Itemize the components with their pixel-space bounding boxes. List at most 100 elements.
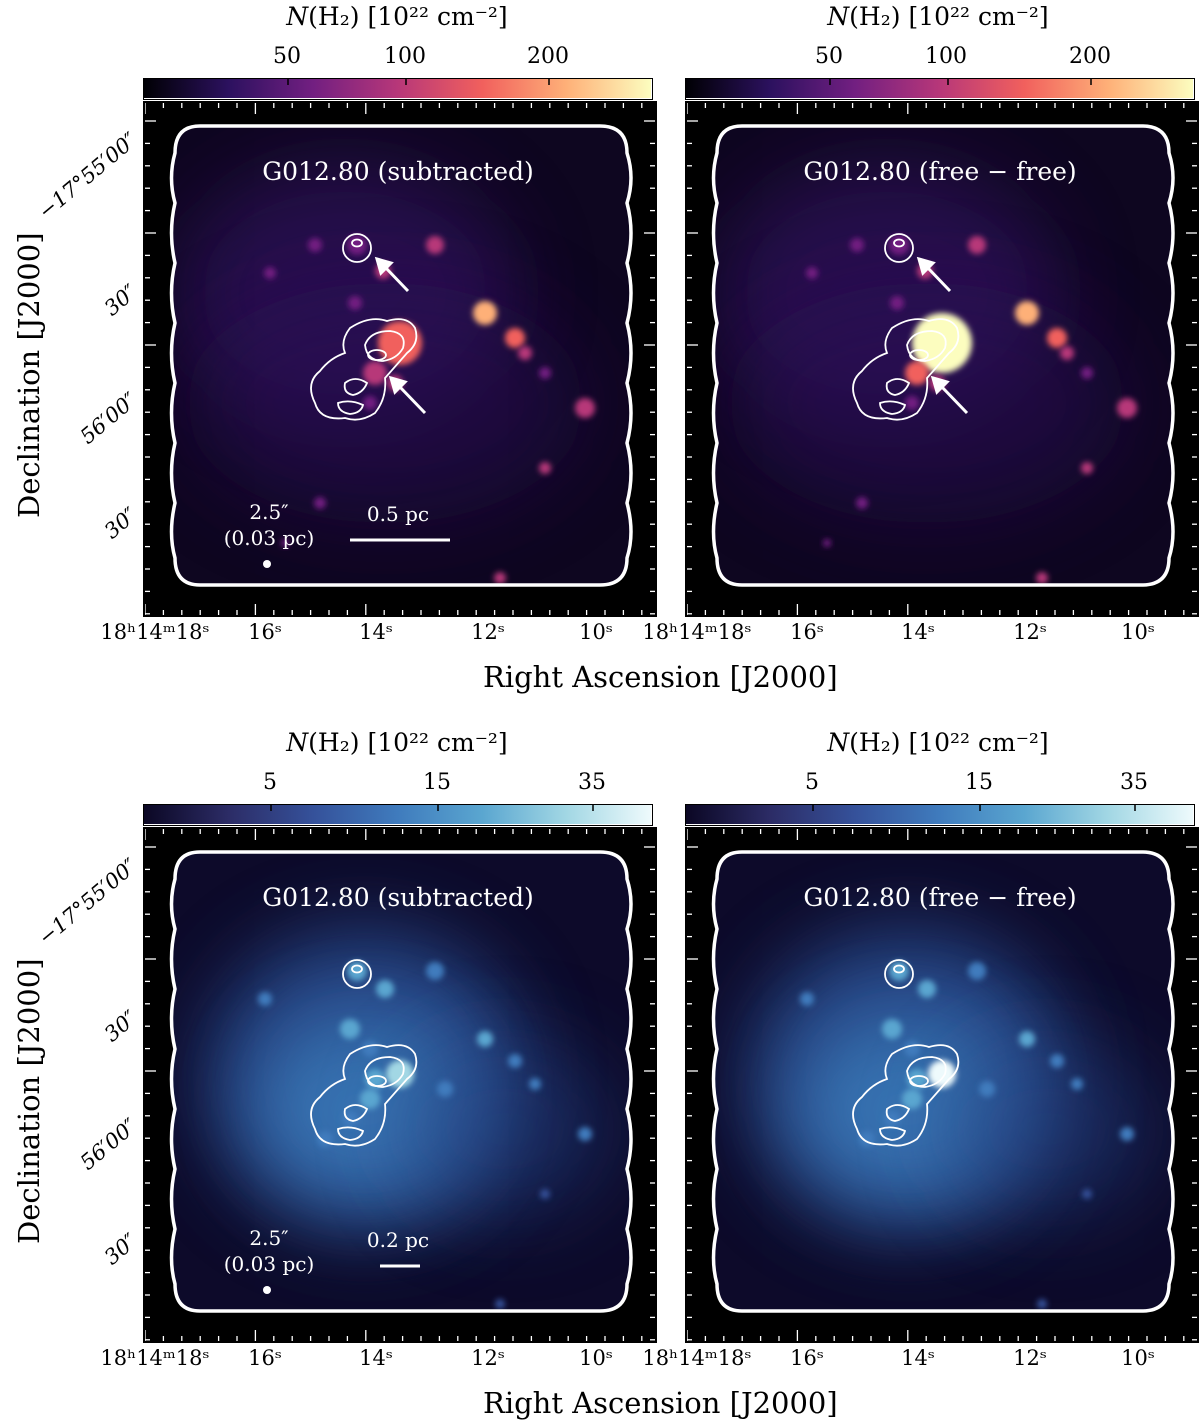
ra-tick: 14ˢ [901,1346,935,1370]
contours [310,959,418,1147]
ra-tick: 12ˢ [1013,1346,1047,1370]
emission-clump [1047,328,1067,348]
emission-clump [437,1081,453,1097]
dec-tick: −17°55′00″ [33,853,142,950]
emission-clump [902,1089,922,1109]
emission-clump [347,235,367,255]
emission-clump [386,1060,414,1088]
beam-marker [263,1286,271,1294]
colorbar-label-top-right: N(H₂) [10²² cm⁻²] [827,2,1049,31]
axis-ticks [687,103,1197,615]
emission-clump [363,361,387,385]
arrow [397,384,427,415]
emission-clump [890,296,904,310]
ra-tick: 18ʰ14ᵐ18ˢ [642,1346,752,1370]
contour [343,378,369,396]
emission-clump [376,980,394,998]
emission-clump [823,539,831,547]
emission-clump [363,396,377,410]
cbar-tick: 200 [527,44,569,69]
panel-title: G012.80 (subtracted) [262,883,534,912]
emission-clump [928,1060,956,1088]
emission-clump [918,980,936,998]
dec-tick: −17°55′00″ [33,127,142,224]
arrow-head [930,375,950,395]
ra-tick: 18ʰ14ᵐ18ˢ [100,1346,210,1370]
contours [852,233,960,421]
contour [879,1126,907,1141]
colorbar-label-top-left: N(H₂) [10²² cm⁻²] [286,2,508,31]
contours [310,233,418,421]
panel-image [145,103,655,615]
panel-image [687,829,1197,1341]
emission-clump [426,962,444,980]
contours [852,959,960,1147]
emission-clump [495,1299,505,1309]
ra-axis-title: Right Ascension [J2000] [483,1386,838,1420]
colorbar-gradient [144,79,651,98]
emission-clump [806,267,818,279]
contour [367,1075,387,1087]
contour [893,964,905,974]
emission-clump [1081,367,1093,379]
emission-clump [850,238,864,252]
ra-tick: 14ˢ [359,1346,393,1370]
axis-ticks [687,829,1197,1341]
ra-tick: 12ˢ [471,620,505,644]
contour [351,238,363,248]
image-panel-bottom-left [143,827,657,1343]
dec-tick: 56′00″ [75,387,142,449]
contour [337,400,365,415]
emission-clump [968,236,986,254]
footprint-outline [711,124,1175,587]
emission-clump [889,961,909,981]
dec-tick: 30″ [99,502,142,544]
emission-clump [1120,1127,1134,1141]
emission-clump [348,296,362,310]
emission-clump [308,238,322,252]
cbar-tick: 15 [423,770,451,795]
colorbar-gradient [686,805,1193,824]
contour [884,959,914,989]
dec-tick: 56′00″ [75,1113,142,1175]
emission-clump [477,1031,493,1047]
emission-clump [508,1054,522,1068]
ra-tick: 16ˢ [248,620,282,644]
footprint-outline [169,124,633,587]
emission-clump [505,328,525,348]
contour [909,349,929,361]
emission-clump [1019,1031,1035,1047]
arrow [939,384,969,415]
footprint-outline [711,850,1175,1313]
contour [879,400,907,415]
ra-tick: 14ˢ [901,620,935,644]
arrow [383,265,410,293]
contour [885,378,911,396]
cbar-tick: 35 [578,770,606,795]
emission-clump [426,236,444,254]
contour [342,233,372,263]
emission-clump [905,396,919,410]
emission-clump [905,361,929,385]
emission-clump [856,497,868,509]
axis-ticks [145,829,655,1341]
emission-clump [281,539,289,547]
contour [367,349,387,361]
dec-tick: 30″ [99,279,142,321]
ra-tick: 10ˢ [579,1346,613,1370]
contour [852,1044,960,1147]
emission-clump [314,497,326,509]
ra-tick: 16ˢ [790,1346,824,1370]
emission-clump [347,961,367,981]
ra-tick: 16ˢ [790,620,824,644]
emission-clump [258,992,272,1006]
emission-clump [578,1127,592,1141]
contour [342,959,372,989]
dec-tick: 30″ [99,1228,142,1270]
colorbar-bottom-left [143,804,653,826]
footprint-outline [169,850,633,1313]
cbar-tick: 5 [263,770,277,795]
emission-clump [1081,462,1093,474]
emission-clump [494,572,506,584]
emission-clump [539,462,551,474]
